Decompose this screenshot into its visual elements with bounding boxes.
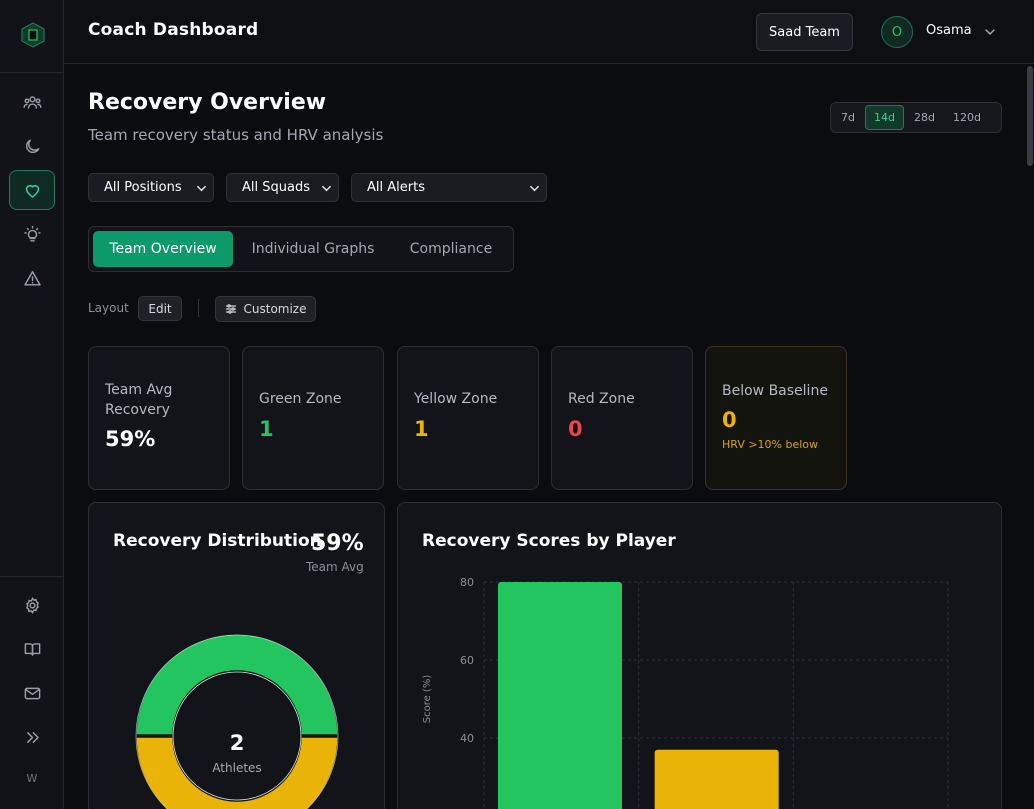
sidebar-item-messages[interactable] (9, 673, 55, 713)
chart-title: Recovery Scores by Player (422, 531, 676, 551)
moon-icon (25, 139, 39, 153)
view-tabs: Team Overview Individual Graphs Complian… (88, 226, 514, 272)
sidebar-item-docs[interactable] (9, 629, 55, 669)
stat-label: Green Zone (259, 391, 342, 407)
team-selector-button[interactable]: Saad Team (756, 13, 853, 51)
customize-button[interactable]: Customize (215, 296, 316, 322)
stat-card-red-zone: Red Zone 0 (551, 346, 693, 490)
customize-label: Customize (243, 302, 307, 316)
stat-value: 1 (414, 417, 429, 441)
team-avg-value: 59% (311, 531, 364, 556)
sidebar-item-sleep[interactable] (9, 126, 55, 166)
settings-icon (25, 596, 39, 614)
positions-select-value: All Positions (104, 180, 182, 195)
stat-card-below-baseline: Below Baseline 0 HRV >10% below (705, 346, 847, 490)
sidebar-footer-initial: W (26, 772, 38, 785)
recovery-scores-panel: Recovery Scores by Player 40 60 80 Score (%… (397, 502, 1002, 809)
sidebar-item-insights[interactable] (9, 214, 55, 254)
top-header: Coach Dashboard Saad Team O Osama (64, 0, 1034, 64)
avatar[interactable]: O (881, 16, 913, 48)
bar[interactable] (654, 749, 779, 809)
sidebar-item-alerts[interactable] (9, 258, 55, 298)
alert-triangle-icon (23, 270, 41, 286)
donut-center-label: Athletes (212, 761, 262, 775)
page-subtitle: Team recovery status and HRV analysis (88, 126, 384, 144)
squads-select[interactable]: All Squads (226, 173, 339, 202)
stat-label: Recovery (105, 402, 170, 418)
stat-card-team-avg: Team Avg Recovery 59% (88, 346, 230, 490)
sidebar: W (0, 0, 64, 809)
sliders-icon (225, 304, 236, 314)
page-scrollbar[interactable] (1026, 64, 1034, 809)
range-120d-button[interactable]: 120d (952, 111, 981, 124)
bar[interactable] (498, 582, 622, 809)
chevron-down-icon (197, 185, 206, 192)
stat-label: Red Zone (568, 391, 635, 407)
range-7d-button[interactable]: 7d (841, 111, 855, 124)
stat-label: Team Avg (105, 382, 173, 398)
panel-title: Recovery Distribution (113, 531, 322, 551)
chevron-down-icon (322, 185, 331, 192)
team-avg-label: Team Avg (306, 560, 364, 574)
user-name[interactable]: Osama (926, 23, 972, 38)
alerts-select[interactable]: All Alerts (351, 173, 547, 202)
stat-label: Below Baseline (722, 383, 828, 399)
mail-icon (24, 687, 40, 699)
chevron-down-icon (530, 185, 539, 192)
sidebar-item-settings[interactable] (9, 585, 55, 625)
y-tick-label: 80 (460, 576, 474, 589)
sidebar-divider (0, 576, 64, 577)
stat-value: 0 (722, 408, 737, 432)
logo-icon (21, 22, 45, 48)
page-title: Recovery Overview (88, 90, 327, 115)
stat-value: 1 (259, 417, 274, 441)
tab-team-overview[interactable]: Team Overview (93, 231, 233, 267)
tab-individual-graphs[interactable]: Individual Graphs (251, 241, 375, 257)
stat-value: 59% (105, 427, 156, 451)
layout-divider (198, 299, 199, 317)
app-title: Coach Dashboard (88, 20, 259, 40)
squads-select-value: All Squads (242, 180, 310, 195)
sidebar-item-recovery[interactable] (9, 170, 55, 210)
lightbulb-icon (23, 225, 41, 242)
heart-icon (25, 184, 39, 198)
recovery-scores-bar-chart: 40 60 80 Score (%) (422, 576, 949, 809)
stat-card-green-zone: Green Zone 1 (242, 346, 384, 490)
stat-label: Yellow Zone (414, 391, 498, 407)
users-icon (22, 95, 42, 109)
edit-layout-button[interactable]: Edit (138, 296, 182, 321)
range-28d-button[interactable]: 28d (913, 111, 935, 124)
positions-select[interactable]: All Positions (88, 173, 214, 202)
y-tick-label: 60 (460, 654, 474, 667)
sidebar-item-team[interactable] (9, 82, 55, 122)
stat-card-yellow-zone: Yellow Zone 1 (397, 346, 539, 490)
range-14d-button[interactable]: 14d (864, 105, 904, 130)
donut-center-value: 2 (229, 731, 245, 755)
sidebar-divider (0, 72, 64, 73)
scrollbar-thumb[interactable] (1027, 66, 1033, 166)
y-tick-label: 40 (460, 732, 474, 745)
recovery-distribution-panel: Recovery Distribution 59% Team Avg 2 Ath… (88, 502, 385, 809)
book-icon (24, 642, 40, 656)
expand-icon (26, 731, 39, 743)
stat-value: 0 (568, 417, 583, 441)
sidebar-item-expand[interactable] (9, 717, 55, 757)
alerts-select-value: All Alerts (367, 180, 425, 195)
recovery-donut-chart (135, 633, 339, 809)
y-axis-label: Score (%) (422, 675, 433, 724)
layout-label: Layout (88, 301, 129, 315)
date-range-selector: 7d 14d 28d 120d (830, 102, 1002, 133)
stat-note: HRV >10% below (722, 438, 819, 451)
chevron-down-icon[interactable] (984, 26, 996, 38)
tab-compliance[interactable]: Compliance (409, 241, 493, 257)
